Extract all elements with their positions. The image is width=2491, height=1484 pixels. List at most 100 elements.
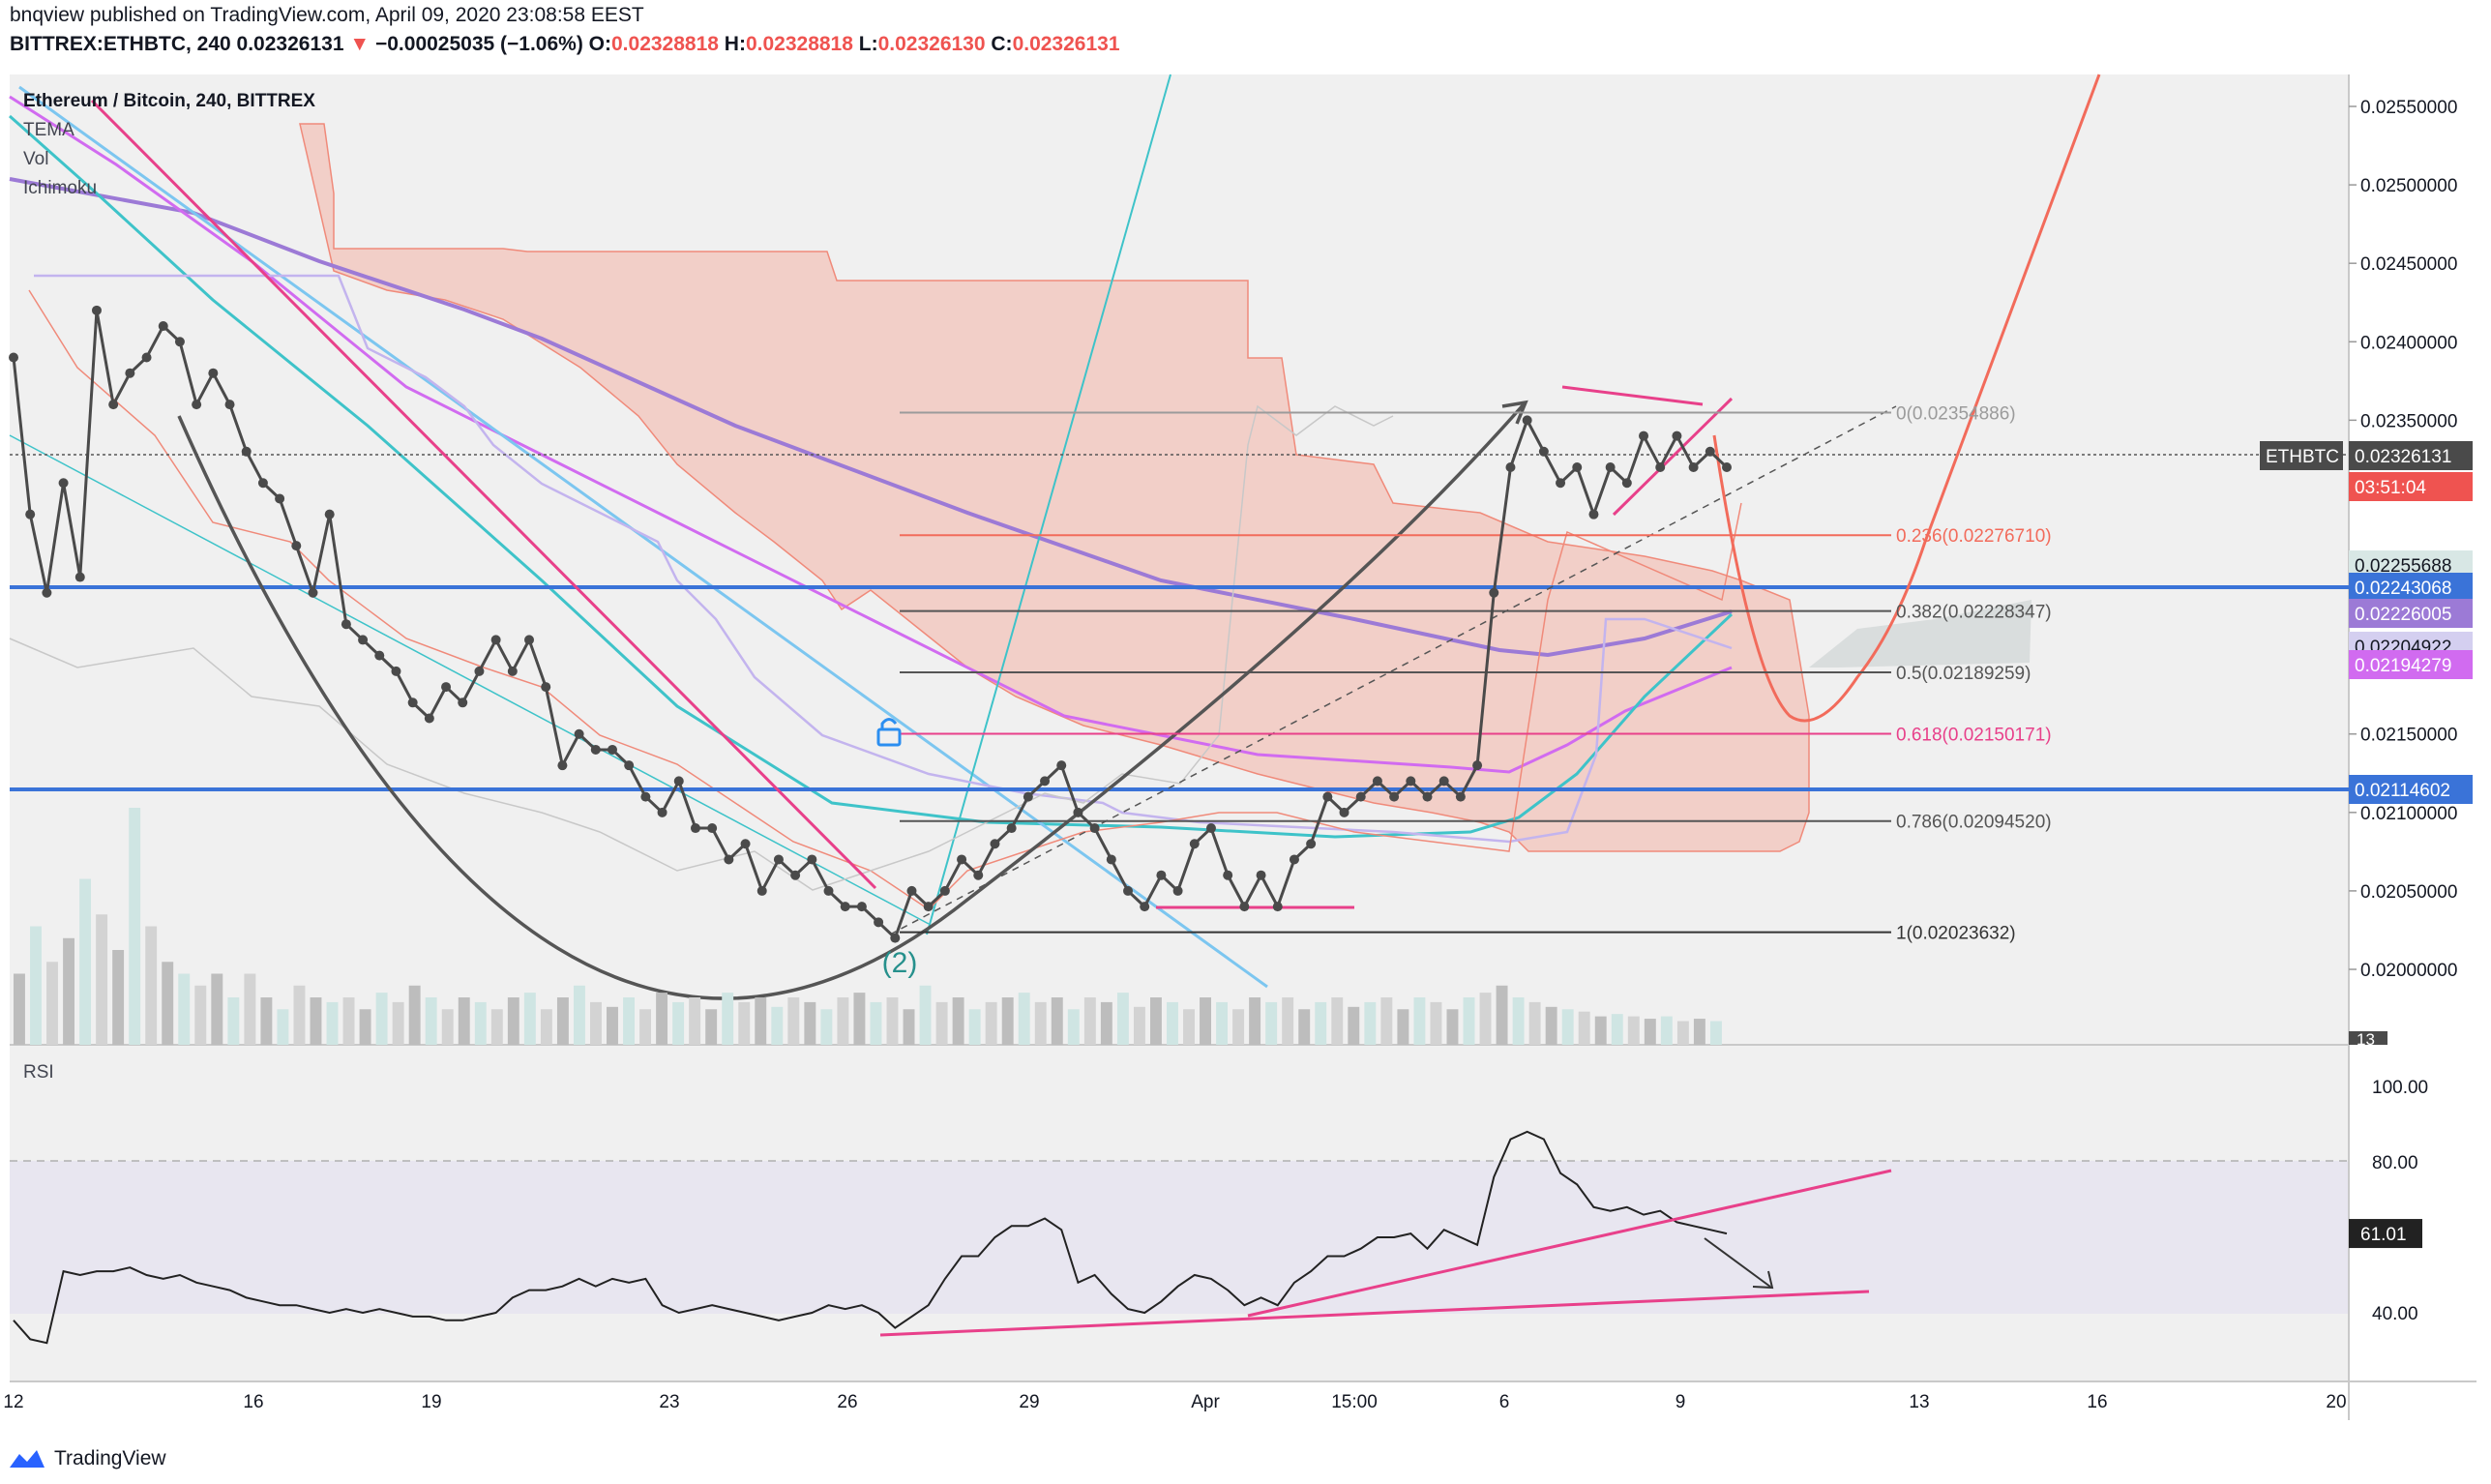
legend-tema[interactable]: TEMA bbox=[23, 120, 74, 140]
volume-bar bbox=[1331, 997, 1344, 1045]
price-point bbox=[507, 666, 518, 676]
price-point bbox=[1339, 807, 1349, 817]
price-point bbox=[1605, 462, 1616, 473]
price-point bbox=[1705, 446, 1715, 457]
volume-bar bbox=[903, 1009, 915, 1045]
price-point bbox=[1123, 885, 1134, 896]
price-scale-label-bg bbox=[2349, 573, 2473, 602]
price-point bbox=[906, 885, 917, 896]
volume-bar bbox=[458, 997, 470, 1045]
price-point bbox=[939, 885, 950, 896]
price-scale-label: 0.02255688 bbox=[2355, 556, 2451, 577]
volume-bar bbox=[392, 1001, 404, 1045]
rsi-support-2 bbox=[1247, 1169, 1892, 1318]
volume-bar bbox=[425, 997, 437, 1045]
price-point bbox=[823, 885, 834, 896]
magenta-ma bbox=[9, 95, 1733, 774]
volume-bar bbox=[30, 926, 42, 1045]
price-point bbox=[807, 854, 817, 865]
rsi-arrowhead bbox=[1752, 1270, 1774, 1290]
price-point bbox=[673, 776, 684, 787]
price-scale-label: 0.02326131 bbox=[2355, 447, 2451, 467]
price-point bbox=[25, 509, 36, 519]
volume-bar bbox=[1265, 1001, 1278, 1045]
volume-bar bbox=[227, 997, 240, 1045]
volume-bar bbox=[1413, 997, 1426, 1045]
volume-bar bbox=[1100, 1001, 1112, 1045]
volume-bar bbox=[722, 993, 734, 1045]
price-point bbox=[657, 807, 667, 817]
volume-bar bbox=[590, 1001, 602, 1045]
volume-bar bbox=[1364, 1001, 1377, 1045]
wave-label: (2) bbox=[882, 947, 918, 979]
volume-bar bbox=[607, 1006, 618, 1045]
price-point bbox=[923, 902, 934, 912]
volume-bar bbox=[1594, 1016, 1607, 1045]
volume-bar bbox=[1611, 1014, 1623, 1045]
volume-bar bbox=[523, 993, 536, 1045]
price-point bbox=[541, 682, 551, 693]
rsi-tick: 40.00 bbox=[2372, 1304, 2418, 1324]
price-point bbox=[374, 650, 385, 661]
rsi-legend[interactable]: RSI bbox=[23, 1062, 54, 1083]
price-point bbox=[358, 635, 369, 645]
volume-bar bbox=[277, 1009, 289, 1045]
volume-bar bbox=[968, 1009, 981, 1045]
gray-chikou-line bbox=[9, 404, 1394, 891]
time-tick: 26 bbox=[837, 1392, 857, 1412]
volume-bar bbox=[260, 997, 273, 1045]
price-point bbox=[574, 728, 584, 739]
volume-bar bbox=[1183, 1009, 1195, 1045]
price-point bbox=[1688, 462, 1699, 473]
lock-icon bbox=[876, 718, 902, 747]
price-scale-label: 0.02194279 bbox=[2355, 656, 2451, 676]
volume-bar bbox=[359, 1009, 371, 1045]
volume-bar bbox=[672, 1001, 685, 1045]
volume-bar bbox=[211, 973, 223, 1045]
volume-bar bbox=[1200, 997, 1211, 1045]
price-tick: 0.02050000 bbox=[2360, 882, 2457, 903]
price-point bbox=[1556, 478, 1566, 489]
price-tick: 0.02100000 bbox=[2360, 804, 2457, 824]
price-point bbox=[856, 902, 867, 912]
price-point bbox=[990, 839, 1000, 849]
volume-bar bbox=[1479, 993, 1492, 1045]
price-point bbox=[1089, 823, 1100, 834]
footer-brand: TradingView bbox=[8, 1439, 166, 1478]
volume-bar bbox=[1034, 1001, 1047, 1045]
volume-last-label: 13 bbox=[2357, 1030, 2375, 1049]
rsi-scale[interactable]: 100.00 80.00 40.00 61.01 bbox=[2349, 1078, 2428, 1324]
price-scale[interactable]: 0.02550000 0.02500000 0.02450000 0.02400000… bbox=[2349, 98, 2457, 981]
volume-bar bbox=[935, 1001, 948, 1045]
legend-ichimoku[interactable]: Ichimoku bbox=[23, 178, 98, 198]
volume-bar bbox=[1578, 1011, 1590, 1045]
legend-vol[interactable]: Vol bbox=[23, 149, 49, 169]
price-point bbox=[1372, 776, 1382, 787]
volume-bar bbox=[441, 1009, 454, 1045]
volume-bar bbox=[1133, 1006, 1145, 1045]
volume-bar bbox=[556, 997, 569, 1045]
volume-bar bbox=[1298, 1009, 1311, 1045]
price-scale-label: 0.02114602 bbox=[2355, 781, 2450, 801]
price-point bbox=[1538, 446, 1549, 457]
time-tick: 16 bbox=[243, 1392, 263, 1412]
price-point bbox=[773, 854, 784, 865]
time-scale[interactable]: 12 16 19 23 26 29 Apr 15:00 6 9 13 16 20 bbox=[3, 1392, 2346, 1412]
price-point bbox=[640, 791, 651, 802]
price-point bbox=[1588, 509, 1599, 519]
high-label: H: bbox=[724, 33, 746, 55]
price-point bbox=[74, 572, 85, 582]
volume-bar bbox=[886, 997, 899, 1045]
price-point bbox=[441, 682, 452, 693]
price-tick: 0.02350000 bbox=[2360, 411, 2457, 431]
cloud-dark-area bbox=[1809, 600, 2031, 668]
price-point bbox=[1672, 430, 1682, 441]
volume-bar bbox=[1232, 1009, 1245, 1045]
price-point bbox=[192, 400, 202, 410]
price-point bbox=[1489, 587, 1499, 598]
price-point bbox=[840, 902, 850, 912]
price-point bbox=[1189, 839, 1200, 849]
price-point bbox=[624, 760, 635, 771]
price-point bbox=[1073, 807, 1083, 817]
